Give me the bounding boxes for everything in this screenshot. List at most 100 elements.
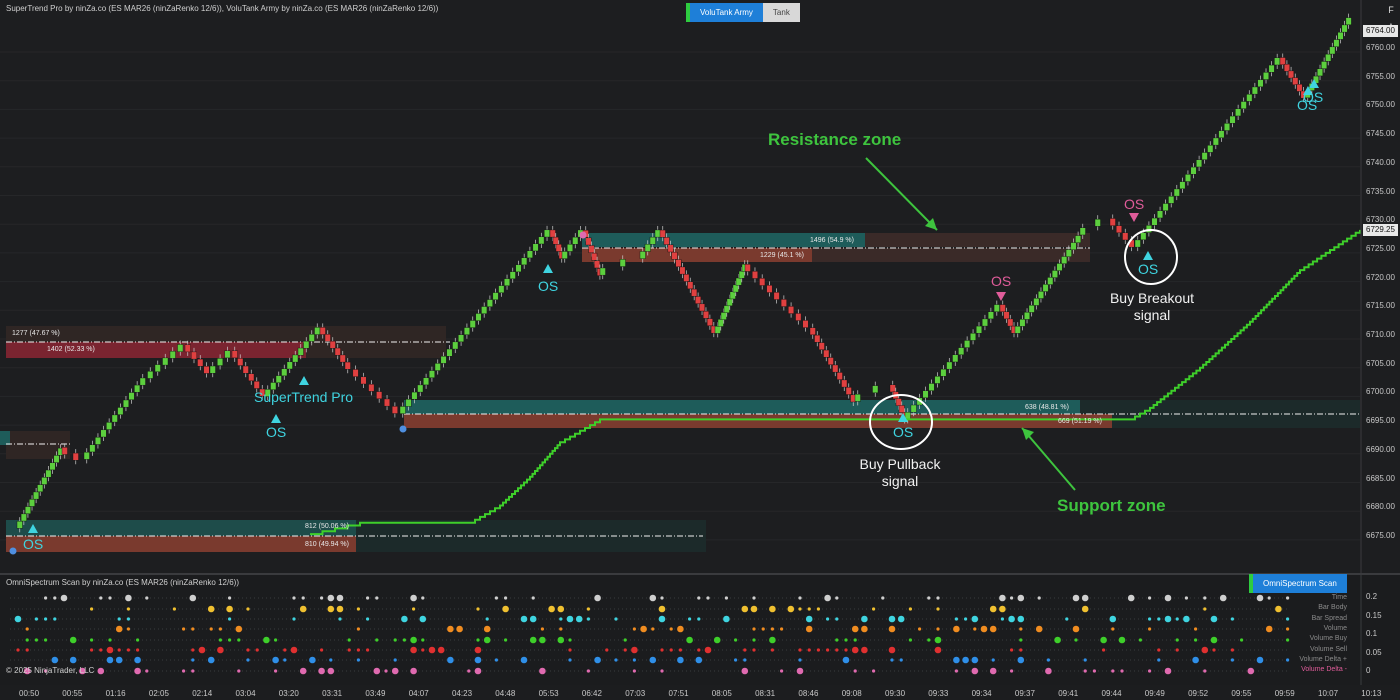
bull-brick xyxy=(83,452,90,460)
bull-brick xyxy=(726,298,733,307)
osc-dot xyxy=(1008,615,1015,623)
os-signal-7: OS xyxy=(1303,89,1324,105)
oscillator-panel[interactable] xyxy=(0,575,1400,685)
bull-brick xyxy=(940,368,947,377)
osc-dot xyxy=(1275,605,1282,613)
osc-dot xyxy=(1194,638,1198,642)
osc-dot xyxy=(16,648,20,652)
bull-brick xyxy=(993,304,1000,312)
os-signal-6: OS xyxy=(1297,97,1318,113)
osc-dot xyxy=(283,648,287,652)
zone1-buy-label: 812 (50.06 %) xyxy=(305,523,349,530)
osc-dot xyxy=(79,667,86,675)
price-tick-label: 6710.00 xyxy=(1366,330,1395,339)
tab-tank[interactable]: Tank xyxy=(762,3,800,22)
bull-brick xyxy=(29,499,35,507)
osc-dot xyxy=(953,625,960,633)
support-arrow xyxy=(1021,427,1076,491)
osc-dot xyxy=(632,627,637,631)
osc-dot xyxy=(327,667,335,675)
osc-dot xyxy=(704,646,712,654)
osc-dot xyxy=(1083,658,1087,662)
osc-dot xyxy=(835,638,839,642)
osc-dot xyxy=(632,658,637,662)
osc-dot xyxy=(1247,667,1255,675)
osc-dot xyxy=(888,625,896,633)
bull-brick xyxy=(1257,79,1264,88)
indicator-tab-bar: VoluTank Army Tank xyxy=(686,3,800,22)
osc-dot xyxy=(678,648,683,652)
bull-brick xyxy=(714,326,721,334)
osc-dot xyxy=(474,667,482,675)
time-tick-label: 09:41 xyxy=(1058,689,1079,698)
volume-zone xyxy=(0,431,10,445)
osc-dot xyxy=(586,617,591,621)
osc-dot xyxy=(614,617,618,621)
bull-brick xyxy=(169,350,176,359)
price-tick-label: 6675.00 xyxy=(1366,530,1395,540)
osc-dot xyxy=(1194,627,1198,631)
osc-dot xyxy=(1081,605,1089,613)
bear-brick xyxy=(766,285,773,293)
osc-dot xyxy=(126,648,130,652)
bear-brick xyxy=(671,251,678,260)
fullscreen-button[interactable]: F xyxy=(1388,5,1394,15)
osc-dot xyxy=(1148,669,1152,673)
osc-dot xyxy=(207,605,215,613)
bull-brick xyxy=(1145,225,1152,233)
osc-dot xyxy=(126,607,130,611)
price-tick-label: 6725.00 xyxy=(1366,243,1395,253)
bull-brick xyxy=(41,477,48,485)
osc-dot xyxy=(336,594,344,602)
last-price-flag: 6764.00 xyxy=(1363,25,1398,37)
osc-dot xyxy=(428,646,436,654)
osc-dot xyxy=(327,594,335,602)
time-axis[interactable] xyxy=(0,685,1400,700)
bull-brick xyxy=(1168,196,1175,204)
bear-brick xyxy=(1283,63,1290,72)
osc-dot xyxy=(494,596,498,600)
osc-dot xyxy=(697,648,701,652)
osc-dot xyxy=(136,638,140,642)
bull-brick xyxy=(458,334,465,343)
bull-brick xyxy=(1268,64,1275,73)
panel-divider[interactable] xyxy=(0,573,1400,575)
bull-brick xyxy=(729,291,736,300)
osc-dot xyxy=(927,596,931,600)
bull-brick xyxy=(53,455,60,463)
time-tick-label: 02:14 xyxy=(192,689,213,698)
osc-dot xyxy=(677,625,684,633)
osc-dot xyxy=(872,607,876,611)
osc-dot xyxy=(421,638,425,642)
osc-dot xyxy=(1017,594,1025,602)
osc-dot xyxy=(697,596,701,600)
osc-dot xyxy=(336,605,344,613)
osc-dot xyxy=(447,625,454,633)
osc-dot xyxy=(539,667,546,675)
bull-brick xyxy=(1329,46,1336,55)
osc-dot xyxy=(632,669,637,673)
osc-dot xyxy=(989,667,997,675)
osc-dot xyxy=(246,648,250,652)
osc-dot xyxy=(826,617,830,621)
price-tick-label: 6705.00 xyxy=(1366,358,1395,368)
osc-dot xyxy=(734,638,738,642)
bull-brick xyxy=(423,377,430,386)
osc-dot xyxy=(888,615,896,623)
osc-dot xyxy=(658,615,666,623)
osc-tick-label: 0.05 xyxy=(1366,647,1382,657)
price-chart-panel[interactable] xyxy=(0,0,1400,573)
osc-dot xyxy=(971,615,979,623)
tab-volutank-army[interactable]: VoluTank Army xyxy=(690,3,763,22)
osc-dot xyxy=(752,648,756,652)
bear-brick xyxy=(699,303,705,312)
osc-dot xyxy=(953,656,960,664)
buy-arrow-icon xyxy=(271,414,281,423)
bull-brick xyxy=(224,350,231,359)
osc-dot xyxy=(1210,636,1218,644)
osc-dot xyxy=(412,607,416,611)
tab-omnispectrum-scan[interactable]: OmniSpectrum Scan xyxy=(1253,574,1347,593)
osc-dot xyxy=(706,596,710,600)
pivot-dot xyxy=(9,547,17,555)
bull-brick xyxy=(1246,94,1253,102)
